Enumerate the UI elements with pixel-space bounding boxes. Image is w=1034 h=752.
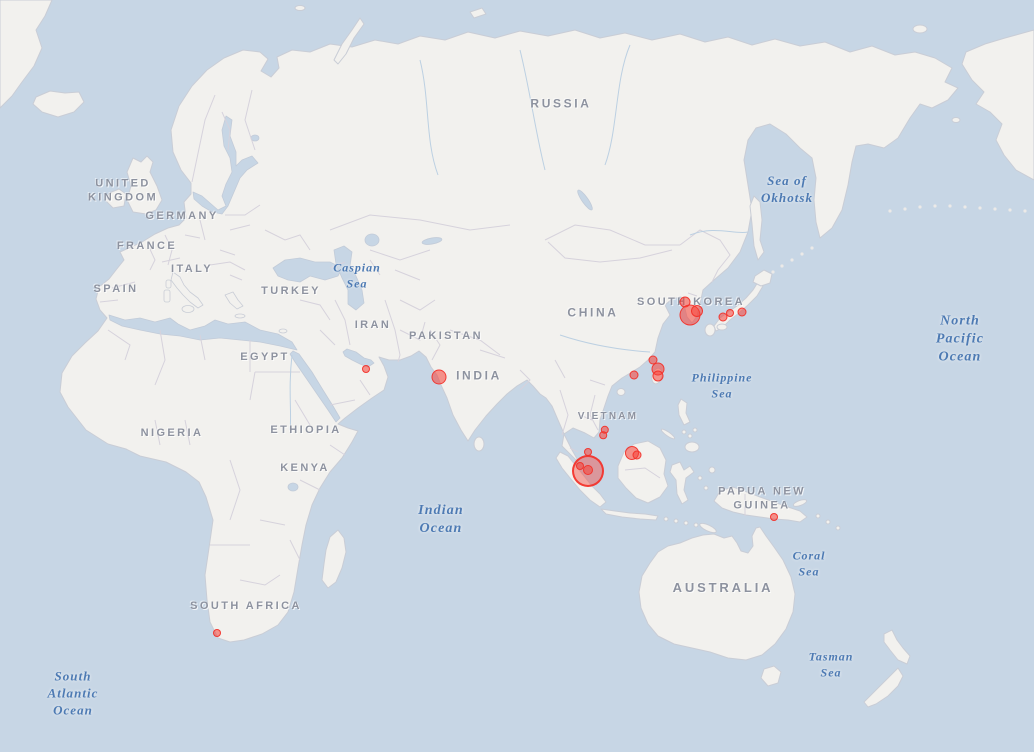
landmass-madagascar (321, 529, 347, 589)
lake-balkhash (421, 237, 443, 245)
map-marker[interactable] (599, 431, 607, 439)
landmass-nz-north (883, 629, 911, 665)
cluster-marker-large[interactable] (572, 455, 604, 487)
landmass-kyushu (704, 323, 716, 337)
sea-caspian (333, 245, 365, 311)
map-marker[interactable] (362, 365, 370, 373)
landmass-greenland (0, 0, 53, 109)
landmass-ireland (105, 188, 127, 209)
landmass-new-guinea (713, 486, 808, 523)
lake-baikal (577, 189, 593, 211)
map-marker[interactable] (726, 309, 734, 317)
map-marker[interactable] (629, 370, 639, 380)
map-marker[interactable] (718, 312, 728, 322)
landmass-sakhalin (749, 195, 765, 261)
map-marker[interactable] (584, 448, 592, 456)
landmass-greece (224, 291, 244, 310)
map-marker[interactable] (213, 629, 221, 637)
landmass-java (600, 508, 659, 521)
landmass-sicily (181, 305, 195, 313)
sea-black (272, 257, 343, 283)
landmass-hokkaido (752, 269, 773, 287)
landmass-australia (638, 526, 796, 661)
lake-victoria (287, 482, 299, 492)
map-marker[interactable] (737, 307, 747, 317)
map-marker[interactable] (652, 370, 664, 382)
landmass-alaska (961, 29, 1034, 181)
landmass-sri-lanka (473, 436, 485, 452)
map-marker[interactable] (583, 465, 593, 475)
landmass-tasmania (760, 665, 782, 687)
map-marker[interactable] (691, 305, 703, 317)
map-marker[interactable] (770, 513, 778, 521)
map-marker[interactable] (431, 369, 447, 385)
map-marker[interactable] (632, 450, 642, 460)
lake-aral (364, 233, 380, 247)
landmass-sulawesi (669, 461, 695, 505)
landmass-italy (170, 271, 204, 309)
sea-red (289, 350, 341, 423)
rivers (289, 44, 749, 431)
landmass-iceland (32, 90, 85, 118)
sea-baltic (192, 115, 259, 215)
country-borders (99, 89, 746, 586)
landmass-eurasia-africa (59, 29, 959, 643)
landmass-nz-south (863, 667, 904, 708)
landmass-luzon (677, 398, 691, 426)
landmass-uk (126, 155, 163, 215)
sea-mediterranean (108, 314, 298, 351)
landmass-novaya-zemlya (333, 17, 365, 65)
